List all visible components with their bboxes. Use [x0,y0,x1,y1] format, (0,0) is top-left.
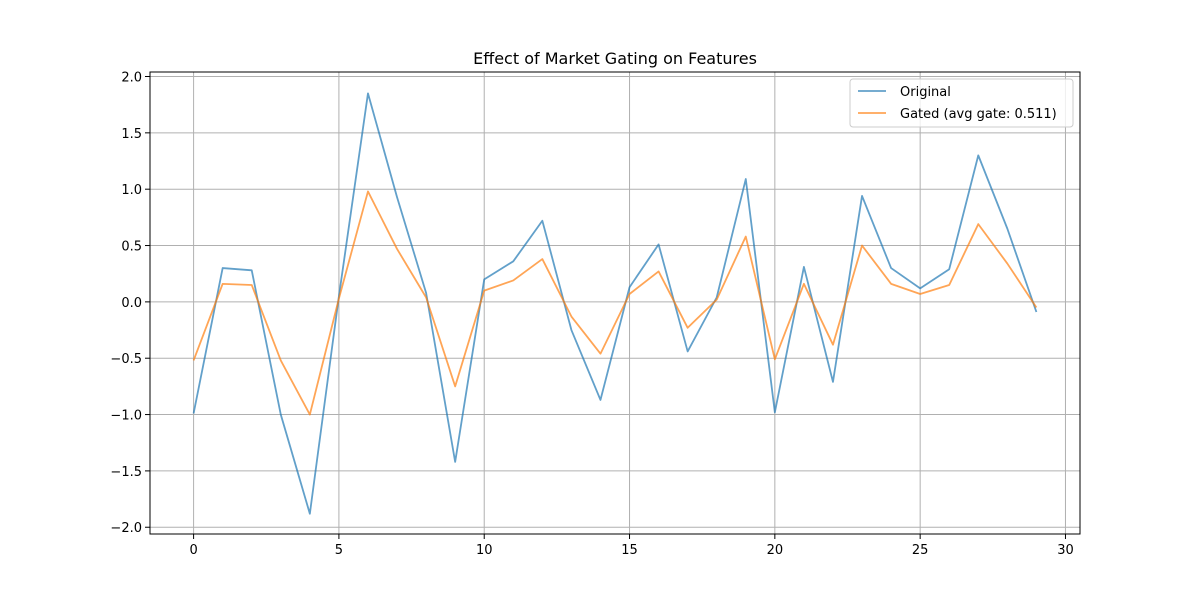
y-tick-label: 2.0 [121,71,142,86]
y-tick-label: 0.0 [121,296,142,311]
x-tick-label: 15 [621,543,638,558]
series-layer [192,92,1038,515]
legend: Original Gated (avg gate: 0.511) [849,78,1074,128]
plot-frame [149,71,1081,535]
y-tick-label: −0.5 [110,352,142,367]
legend-label: Gated (avg gate: 0.511) [900,107,1057,122]
grid [150,72,1080,534]
chart-title: Effect of Market Gating on Features [473,49,757,68]
y-tick-label: −2.0 [110,521,142,536]
axes: 0 5 10 15 20 25 30 −2.0 −1.5 −1.0 −0.5 0.0 0.5 1.0 1.5… [110,71,1073,558]
y-tick-label: −1.0 [110,409,142,424]
y-tick-label: 1.5 [121,127,142,142]
x-tick-label: 25 [912,543,929,558]
legend-label: Original [900,85,951,100]
y-tick-label: −1.5 [110,465,142,480]
x-tick-label: 10 [476,543,493,558]
x-tick-label: 5 [335,543,343,558]
x-tick-label: 30 [1057,543,1074,558]
x-tick-label: 0 [189,543,197,558]
y-tick-label: 1.0 [121,183,142,198]
y-tick-label: 0.5 [121,240,142,255]
legend-box [849,78,1074,128]
series-line-original [192,92,1038,515]
x-tick-label: 20 [767,543,784,558]
series-line-gated [192,190,1038,416]
